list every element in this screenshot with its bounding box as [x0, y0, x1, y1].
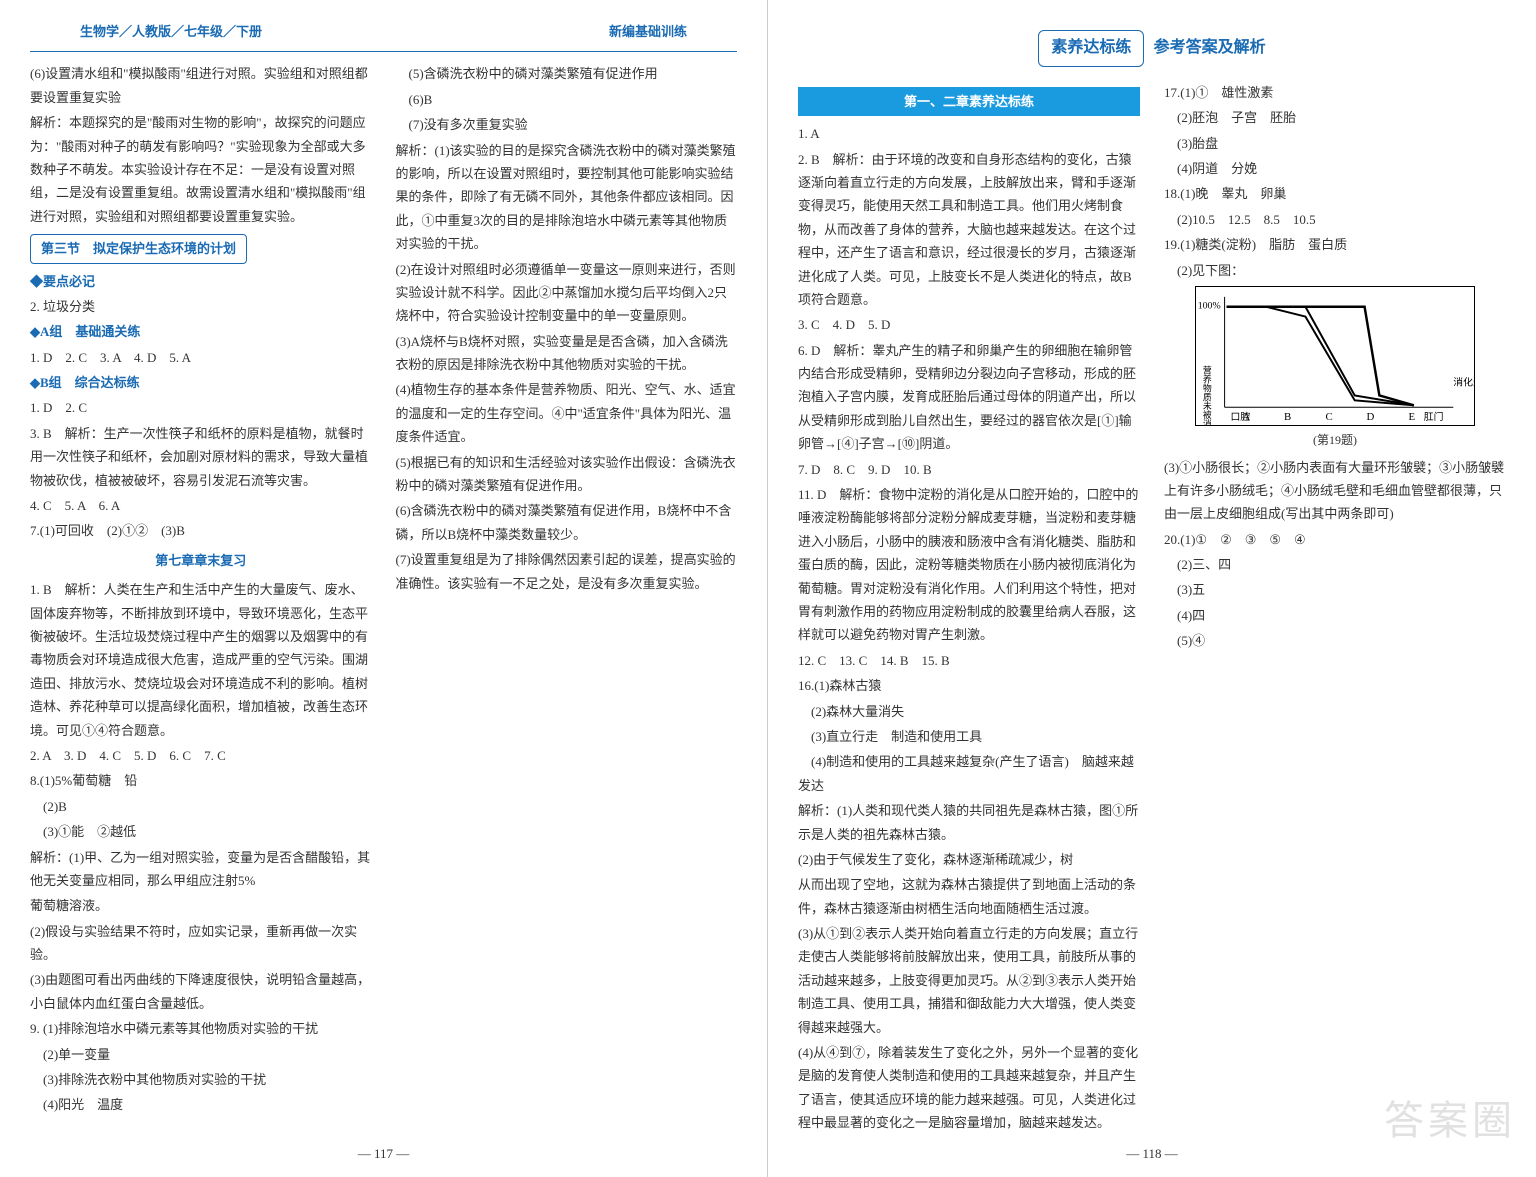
text-line: 4. C 5. A 6. A	[30, 494, 372, 517]
chart-caption: (第19题)	[1164, 430, 1506, 452]
svg-text:肛门: 肛门	[1424, 410, 1444, 423]
page-118: 素养达标练 参考答案及解析 第一、二章素养达标练 1. A 2. B 解析：由于环境…	[768, 0, 1536, 1177]
text-line: (4)阴道 分娩	[1164, 157, 1506, 180]
text-line: (3)A烧杯与B烧杯对照，实验变量是是否含磷，加入含磷洗衣粉的原因是排除洗衣粉中…	[396, 330, 738, 377]
svg-text:C: C	[1325, 411, 1332, 423]
text-line: 2. A 3. D 4. C 5. D 6. C 7. C	[30, 744, 372, 767]
text-line: 从而出现了空地，这就为森林古猿提供了到地面上活动的条件，森林古猿逐渐由树栖生活向…	[798, 873, 1140, 920]
text-line: (2)由于气候发生了变化，森林逐渐稀疏减少，树	[798, 848, 1140, 871]
text-line: 9. (1)排除泡培水中磷元素等其他物质对实验的干扰	[30, 1017, 372, 1040]
text-line: (5)④	[1164, 629, 1506, 652]
page-number-left: — 117 —	[358, 1142, 410, 1165]
text-line: (2)单一变量	[30, 1043, 372, 1066]
page-header: 生物学／人教版／七年级／下册 新编基础训练	[30, 20, 737, 52]
text-line: 解析：(1)甲、乙为一组对照实验，变量为是否含醋酸铅，其他无关变量应相同，那么甲…	[30, 846, 372, 893]
text-line: (3)①小肠很长；②小肠内表面有大量环形皱襞；③小肠皱襞上有许多小肠绒毛；④小肠…	[1164, 456, 1506, 526]
text-line: (3)直立行走 制造和使用工具	[798, 725, 1140, 748]
text-line: 解析：(1)人类和现代类人猿的共同祖先是森林古猿，图①所示是人类的祖先森林古猿。	[798, 799, 1140, 846]
text-line: (4)四	[1164, 604, 1506, 627]
svg-text:D: D	[1367, 411, 1375, 423]
title-rest: 参考答案及解析	[1154, 39, 1266, 56]
svg-text:营养物质未被消化的百分比: 营养物质未被消化的百分比	[1202, 365, 1212, 425]
text-line: 3. B 解析：生产一次性筷子和纸杯的原料是植物，就餐时用一次性筷子和纸杯，会加…	[30, 422, 372, 492]
text-line: 8.(1)5%葡萄糖 铅	[30, 769, 372, 792]
text-line: 19.(1)糖类(淀粉) 脂肪 蛋白质	[1164, 233, 1506, 256]
page-spread: 生物学／人教版／七年级／下册 新编基础训练 (6)设置清水组和"模拟酸雨"组进行…	[0, 0, 1536, 1177]
text-line: (3)排除洗衣粉中其他物质对实验的干扰	[30, 1068, 372, 1091]
text-line: 1. D 2. C 3. A 4. D 5. A	[30, 346, 372, 369]
text-line: (3)由题图可看出丙曲线的下降速度很快，说明铅含量越高，小白鼠体内血红蛋白含量越…	[30, 968, 372, 1015]
text-line: 7.(1)可回收 (2)①② (3)B	[30, 519, 372, 542]
text-line: (7)没有多次重复实验	[396, 113, 738, 136]
text-line: (2)胚泡 子宫 胚胎	[1164, 106, 1506, 129]
text-line: 1. B 解析：人类在生产和生活中产生的大量废气、废水、固体废弃物等，不断排放到…	[30, 578, 372, 742]
text-line: ◆A组 基础通关练	[30, 320, 372, 343]
text-line: (3)胎盘	[1164, 132, 1506, 155]
text-line: (3)从①到②表示人类开始向着直立行走的方向发展；直立行走使古人类能够将前肢解放…	[798, 922, 1140, 1039]
svg-text:B: B	[1284, 411, 1291, 423]
text-line: ◆B组 综合达标练	[30, 371, 372, 394]
text-line: (2)见下图：	[1164, 259, 1506, 282]
title-box: 素养达标练	[1038, 30, 1144, 67]
text-line: 解析：本题探究的是"酸雨对生物的影响"，故探究的问题应为："酸雨对种子的萌发有影…	[30, 111, 372, 228]
header-left: 生物学／人教版／七年级／下册	[80, 20, 262, 43]
text-line: (6)B	[396, 88, 738, 111]
text-line: 18.(1)晚 睾丸 卵巢	[1164, 182, 1506, 205]
svg-text:口腔: 口腔	[1231, 410, 1251, 423]
text-line: 第三节 拟定保护生态环境的计划	[30, 230, 372, 267]
page-117: 生物学／人教版／七年级／下册 新编基础训练 (6)设置清水组和"模拟酸雨"组进行…	[0, 0, 768, 1177]
right-page-title: 素养达标练 参考答案及解析	[798, 30, 1506, 67]
text-line: 2. 垃圾分类	[30, 295, 372, 318]
right-content: 第一、二章素养达标练 1. A 2. B 解析：由于环境的改变和自身形态结构的变化，…	[798, 81, 1506, 1141]
text-line: (7)设置重复组是为了排除偶然因素引起的误差，提高实验的准确性。该实验有一不足之…	[396, 548, 738, 595]
text-line: 12. C 13. C 14. B 15. B	[798, 649, 1140, 672]
header-right: 新编基础训练	[609, 20, 687, 43]
text-line: 7. D 8. C 9. D 10. B	[798, 458, 1140, 481]
page-number-right: — 118 —	[1126, 1142, 1178, 1165]
text-line: (2)三、四	[1164, 553, 1506, 576]
text-line: (4)阳光 温度	[30, 1093, 372, 1116]
svg-text:E: E	[1409, 411, 1416, 423]
text-line: 3. C 4. D 5. D	[798, 313, 1140, 336]
text-line: (2)森林大量消失	[798, 700, 1140, 723]
text-line: 葡萄糖溶液。	[30, 894, 372, 917]
text-line: (2)假设与实验结果不符时，应如实记录，重新再做一次实验。	[30, 920, 372, 967]
text-line: (6)设置清水组和"模拟酸雨"组进行对照。实验组和对照组都要设置重复实验	[30, 62, 372, 109]
text-line: 1. A	[798, 122, 1140, 145]
section-banner: 第一、二章素养达标练	[798, 87, 1140, 116]
text-line: (3)①能 ②越低	[30, 820, 372, 843]
text-line: (6)含磷洗衣粉中的磷对藻类繁殖有促进作用，B烧杯中不含磷，所以B烧杯中藻类数量…	[396, 499, 738, 546]
text-line: 6. D 解析：睾丸产生的精子和卵巢产生的卵细胞在输卵管内结合形成受精卵，受精卵…	[798, 339, 1140, 456]
text-line: (2)在设计对照组时必须遵循单一变量这一原则来进行，否则实验设计就不科学。因此②…	[396, 258, 738, 328]
text-line: 解析：(1)该实验的目的是探究含磷洗衣粉中的磷对藻类繁殖的影响，所以在设置对照组…	[396, 139, 738, 256]
text-line: 1. D 2. C	[30, 396, 372, 419]
text-line: 11. D 解析：食物中淀粉的消化是从口腔开始的，口腔中的唾液淀粉酶能够将部分淀…	[798, 483, 1140, 647]
svg-text:消化道: 消化道	[1453, 375, 1474, 388]
text-line: 第七章章末复习	[30, 549, 372, 572]
digestion-chart: 100% 营养物质未被消化的百分比 ABCDE 口腔 肛门 消化道	[1195, 286, 1475, 426]
text-line: (4)从④到⑦，除着装发生了变化之外，另外一个显著的变化是脑的发育使人类制造和使…	[798, 1041, 1140, 1135]
text-line: (4)制造和使用的工具越来越复杂(产生了语言) 脑越来越发达	[798, 750, 1140, 797]
text-line: (5)含磷洗衣粉中的磷对藻类繁殖有促进作用	[396, 62, 738, 85]
text-line: 16.(1)森林古猿	[798, 674, 1140, 697]
text-line: (2)10.5 12.5 8.5 10.5	[1164, 208, 1506, 231]
text-line: (3)五	[1164, 578, 1506, 601]
text-line: ◆要点必记	[30, 270, 372, 293]
text-line: (5)根据已有的知识和生活经验对该实验作出假设：含磷洗衣粉中的磷对藻类繁殖有促进…	[396, 451, 738, 498]
svg-text:100%: 100%	[1198, 301, 1221, 312]
text-line: 2. B 解析：由于环境的改变和自身形态结构的变化，古猿逐渐向着直立行走的方向发…	[798, 148, 1140, 312]
text-line: 17.(1)① 雄性激素	[1164, 81, 1506, 104]
text-line: (2)B	[30, 795, 372, 818]
left-content: (6)设置清水组和"模拟酸雨"组进行对照。实验组和对照组都要设置重复实验解析：本…	[30, 62, 737, 1122]
text-line: 20.(1)① ② ③ ⑤ ④	[1164, 528, 1506, 551]
text-line: (4)植物生存的基本条件是营养物质、阳光、空气、水、适宜的温度和一定的生存空间。…	[396, 378, 738, 448]
